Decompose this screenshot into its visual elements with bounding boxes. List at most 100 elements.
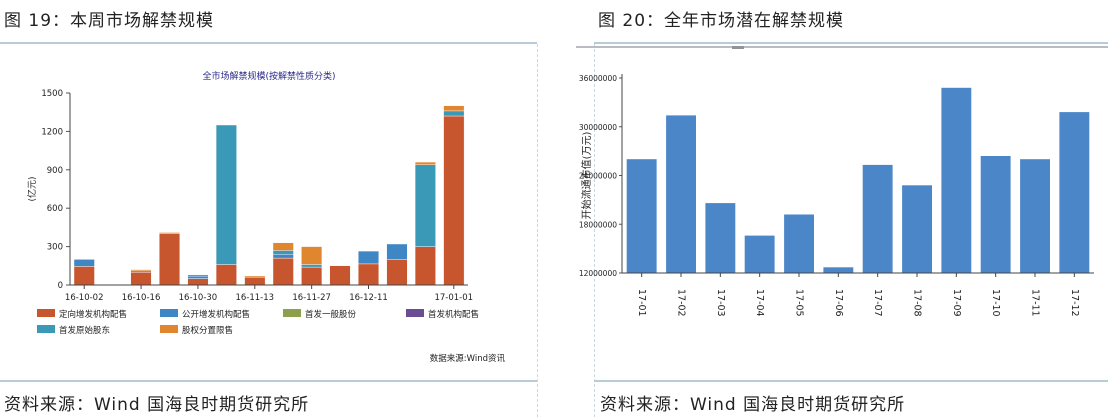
bar-16-12-11-series-0 [358,263,379,286]
x-tick-label-17-06: 17-06 [833,289,844,317]
x-tick-label-4: 16-11-27 [292,293,331,303]
y-tick-label-4: 1200 [41,127,63,137]
x-tick-label-5: 16-12-11 [349,293,388,303]
bar-17-05 [784,214,814,273]
y-axis-label: (亿元) [26,176,38,201]
x-tick-label-17-07: 17-07 [872,289,883,317]
bar-16-12-25-series-0 [414,246,436,286]
bar-16-12-25-series-5 [414,161,436,165]
bar-17-01 [626,159,657,273]
x-tick-label-6: 17-01-01 [434,293,473,303]
left-chart-panel: 全市场解禁规模(按解禁性质分类) (亿元) 0 300 600 900 1200 1500 16… [0,46,536,376]
bar-16-10-16-series-0 [130,271,152,286]
bar-16-10-30-series-4 [187,274,209,277]
y-tick-label-2: 600 [47,204,63,214]
legend-label-5: 股权分置限售 [182,325,233,336]
y-tick-label-5: 1500 [41,89,63,99]
x-tick-label-17-08: 17-08 [912,289,923,317]
bottom-rule-right [594,380,1108,382]
y-tick-label-3: 900 [47,166,63,176]
x-tick-label-17-02: 17-02 [676,289,687,317]
bar-16-11-06-series-4 [215,124,237,265]
right-source-caption: 资料来源：Wind 国海良时期货研究所 [600,395,906,415]
top-handle-mark [732,46,744,49]
bar-17-01-01-series-5 [443,105,465,112]
left-figure-title: 图 19：本周市场解禁规模 [4,11,215,31]
stacked-bar-chart: 全市场解禁规模(按解禁性质分类) (亿元) 0 300 600 900 1200 1500 16… [26,70,506,364]
y-tick-label-0: 0 [58,281,63,291]
x-tick-label-17-12: 17-12 [1069,289,1080,317]
monthly-bar-chart: 开始流通市值(万元) 12000000 18000000 24000000 300000… [576,46,1108,317]
bar-16-11-27-series-4 [301,264,323,268]
bar-17-04 [744,235,775,273]
bar-16-10-16-series-5 [130,269,152,272]
data-source-note: 数据来源:Wind资讯 [430,353,506,364]
top-rule-right [594,42,1108,44]
bar-17-11 [1020,159,1050,273]
legend-swatch-3 [406,309,424,317]
bar-16-11-20-series-4 [272,250,294,255]
x-tick-label-17-03: 17-03 [715,289,726,317]
bar-16-11-20-series-5 [272,242,294,251]
bar-16-12-18-series-1 [386,243,408,260]
x-tick-label-17-01: 17-01 [636,289,647,317]
bar-17-08 [902,185,932,274]
y-tick-label-1: 18000000 [579,220,617,229]
chart-title: 全市场解禁规模(按解禁性质分类) [202,70,335,82]
bar-16-11-20-series-1 [272,254,294,259]
y-tick-label-4: 36000000 [579,74,617,83]
bar-17-07 [862,164,893,273]
legend-label-1: 公开增发机构配售 [182,309,250,320]
x-tick-label-17-10: 17-10 [990,289,1001,317]
bar-16-12-11-series-1 [358,250,379,265]
x-tick-label-0: 16-10-02 [65,293,104,303]
left-source-caption: 资料来源：Wind 国海良时期货研究所 [4,395,310,415]
legend-label-0: 定向增发机构配售 [59,309,127,320]
bar-16-10-23-series-0 [159,233,181,286]
x-tick-label-17-05: 17-05 [794,289,805,317]
y-tick-label-1: 300 [47,243,63,253]
bar-16-12-18-series-0 [386,259,408,286]
x-tick-label-17-09: 17-09 [951,289,962,317]
bar-16-10-23-series-5 [159,232,181,234]
legend-swatch-5 [160,325,178,333]
bar-16-11-13-series-5 [244,275,266,278]
legend-label-4: 首发原始股东 [59,325,110,336]
legend-label-2: 首发一般股份 [305,309,357,320]
bar-17-01-01-series-4 [443,110,465,117]
right-panel-border [594,44,595,417]
bar-16-10-30-series-0 [187,278,209,286]
x-tick-label-3: 16-11-13 [235,293,274,303]
bar-17-02 [666,115,696,274]
top-rule-left [0,42,537,44]
bottom-rule-left [0,380,537,382]
x-tick-label-17-04: 17-04 [754,289,765,317]
y-axis-label: 开始流通市值(万元) [580,132,593,220]
bar-17-09 [941,87,972,274]
bar-16-11-13-series-0 [244,277,266,286]
y-tick-label-2: 24000000 [579,172,617,181]
legend-swatch-2 [283,309,301,317]
bar-16-11-06-series-0 [215,264,237,286]
bar-16-11-27-series-0 [301,266,323,286]
right-figure-title: 图 20：全年市场潜在解禁规模 [598,11,845,31]
bar-16-10-30-series-1 [187,275,209,279]
x-tick-label-2: 16-10-30 [179,293,218,303]
y-tick-label-0: 12000000 [579,269,617,278]
legend-swatch-4 [37,325,55,333]
x-tick-label-17-11: 17-11 [1030,289,1041,317]
bar-17-06 [823,267,854,273]
bar-17-01-01-series-0 [443,115,465,286]
bar-16-11-27-series-5 [301,246,323,265]
x-tick-label-1: 16-10-16 [122,293,161,303]
bar-16-10-02-series-0 [73,266,95,286]
bar-17-03 [705,203,736,273]
bar-16-10-02-series-1 [73,259,95,267]
bar-16-11-20-series-0 [272,257,294,286]
bar-16-12-04-series-0 [329,265,351,286]
legend-swatch-1 [160,309,178,317]
bar-17-10 [980,156,1011,273]
legend-swatch-0 [37,309,55,317]
right-chart-panel: 开始流通市值(万元) 12000000 18000000 24000000 300000… [576,46,1108,376]
legend-label-3: 首发机构配售 [428,309,479,320]
